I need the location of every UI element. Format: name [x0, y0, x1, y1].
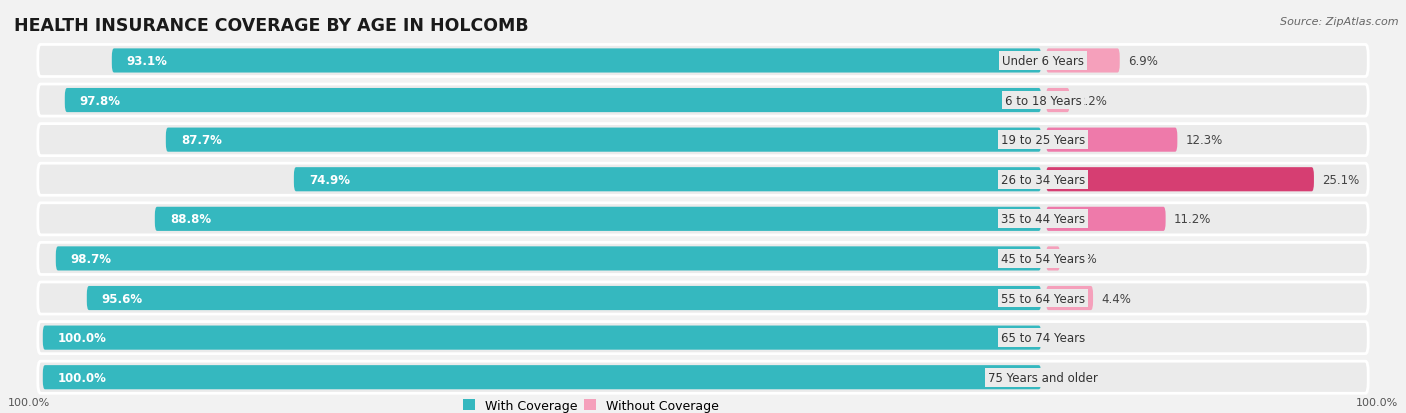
Text: 35 to 44 Years: 35 to 44 Years — [1001, 213, 1085, 226]
FancyBboxPatch shape — [38, 164, 1368, 196]
Text: 11.2%: 11.2% — [1174, 213, 1211, 226]
Text: Source: ZipAtlas.com: Source: ZipAtlas.com — [1281, 17, 1399, 26]
FancyBboxPatch shape — [38, 124, 1368, 156]
Text: 0.0%: 0.0% — [1056, 331, 1085, 344]
Text: 6.9%: 6.9% — [1128, 55, 1157, 68]
FancyBboxPatch shape — [56, 247, 1040, 271]
Text: 19 to 25 Years: 19 to 25 Years — [1001, 134, 1085, 147]
Text: 95.6%: 95.6% — [101, 292, 143, 305]
FancyBboxPatch shape — [1046, 49, 1119, 74]
Text: 100.0%: 100.0% — [8, 397, 51, 407]
Text: 6 to 18 Years: 6 to 18 Years — [1005, 94, 1081, 107]
FancyBboxPatch shape — [38, 322, 1368, 354]
FancyBboxPatch shape — [38, 85, 1368, 117]
FancyBboxPatch shape — [38, 45, 1368, 77]
FancyBboxPatch shape — [166, 128, 1040, 152]
FancyBboxPatch shape — [155, 207, 1040, 231]
FancyBboxPatch shape — [38, 361, 1368, 393]
Legend: With Coverage, Without Coverage: With Coverage, Without Coverage — [463, 399, 720, 412]
Text: 88.8%: 88.8% — [170, 213, 211, 226]
Text: 55 to 64 Years: 55 to 64 Years — [1001, 292, 1085, 305]
Text: 100.0%: 100.0% — [1355, 397, 1398, 407]
Text: 75 Years and older: 75 Years and older — [988, 371, 1098, 384]
Text: 97.8%: 97.8% — [80, 94, 121, 107]
Text: 0.0%: 0.0% — [1056, 371, 1085, 384]
Text: 65 to 74 Years: 65 to 74 Years — [1001, 331, 1085, 344]
Text: 100.0%: 100.0% — [58, 371, 107, 384]
Text: HEALTH INSURANCE COVERAGE BY AGE IN HOLCOMB: HEALTH INSURANCE COVERAGE BY AGE IN HOLC… — [14, 17, 529, 34]
FancyBboxPatch shape — [65, 89, 1040, 113]
Text: 45 to 54 Years: 45 to 54 Years — [1001, 252, 1085, 265]
FancyBboxPatch shape — [112, 49, 1040, 74]
Text: 12.3%: 12.3% — [1185, 134, 1223, 147]
FancyBboxPatch shape — [38, 282, 1368, 314]
FancyBboxPatch shape — [87, 286, 1040, 310]
FancyBboxPatch shape — [38, 243, 1368, 275]
FancyBboxPatch shape — [42, 365, 1040, 389]
FancyBboxPatch shape — [1046, 286, 1092, 310]
Text: 100.0%: 100.0% — [58, 331, 107, 344]
FancyBboxPatch shape — [38, 203, 1368, 235]
Text: 87.7%: 87.7% — [181, 134, 222, 147]
Text: 1.3%: 1.3% — [1069, 252, 1098, 265]
Text: 98.7%: 98.7% — [70, 252, 112, 265]
Text: 74.9%: 74.9% — [309, 173, 350, 186]
Text: 2.2%: 2.2% — [1077, 94, 1108, 107]
Text: 25.1%: 25.1% — [1322, 173, 1360, 186]
FancyBboxPatch shape — [42, 326, 1040, 350]
FancyBboxPatch shape — [1046, 89, 1070, 113]
FancyBboxPatch shape — [1046, 247, 1060, 271]
FancyBboxPatch shape — [1046, 207, 1166, 231]
FancyBboxPatch shape — [1046, 128, 1177, 152]
FancyBboxPatch shape — [1046, 168, 1315, 192]
Text: Under 6 Years: Under 6 Years — [1002, 55, 1084, 68]
Text: 4.4%: 4.4% — [1101, 292, 1130, 305]
Text: 26 to 34 Years: 26 to 34 Years — [1001, 173, 1085, 186]
FancyBboxPatch shape — [294, 168, 1040, 192]
Text: 93.1%: 93.1% — [127, 55, 167, 68]
